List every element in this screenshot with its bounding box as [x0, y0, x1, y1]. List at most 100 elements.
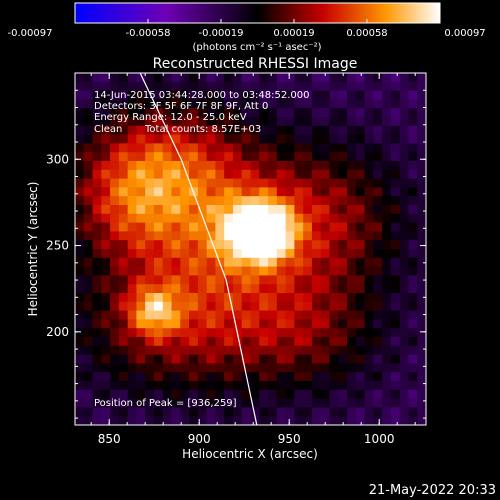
heatmap-cell	[373, 117, 383, 127]
heatmap-cell	[232, 372, 243, 382]
heatmap-cell	[92, 222, 102, 232]
heatmap-cell	[285, 231, 295, 241]
heatmap-cell	[127, 345, 138, 356]
heatmap-cell	[399, 143, 410, 153]
heatmap-cell	[276, 381, 287, 391]
heatmap-cell	[197, 213, 208, 224]
heatmap-cell	[83, 205, 94, 215]
heatmap-cell	[197, 389, 208, 400]
heatmap-cell	[171, 81, 181, 92]
heatmap-cell	[390, 125, 401, 136]
heatmap-cell	[250, 213, 260, 224]
heatmap-cell	[215, 337, 225, 347]
heatmap-cell	[162, 345, 173, 356]
heatmap-cell	[171, 152, 181, 162]
heatmap-cell	[136, 381, 146, 391]
heatmap-cell	[399, 249, 410, 259]
heatmap-cell	[92, 187, 102, 197]
heatmap-cell	[118, 222, 129, 232]
heatmap-cell	[75, 161, 85, 171]
heatmap-cell	[347, 337, 357, 347]
heatmap-cell	[92, 161, 102, 171]
heatmap-cell	[197, 407, 208, 417]
heatmap-cell	[303, 125, 313, 136]
heatmap-cell	[382, 301, 392, 312]
heatmap-cell	[241, 381, 252, 391]
heatmap-cell	[145, 73, 155, 83]
heatmap-cell	[303, 328, 313, 338]
heatmap-cell	[294, 117, 304, 127]
heatmap-cell	[417, 407, 426, 417]
heatmap-cell	[276, 161, 287, 171]
heatmap-cell	[162, 169, 173, 180]
heatmap-cell	[101, 363, 111, 373]
heatmap-cell	[83, 81, 94, 92]
heatmap-cell	[276, 99, 287, 109]
heatmap-cell	[311, 231, 322, 241]
heatmap-cell	[268, 354, 278, 364]
heatmap-cell	[83, 266, 94, 276]
heatmap-cell	[294, 125, 304, 136]
heatmap-cell	[118, 354, 129, 364]
heatmap-cell	[127, 205, 138, 215]
heatmap-cell	[338, 266, 348, 276]
heatmap-cell	[303, 205, 313, 215]
heatmap-cell	[320, 187, 331, 197]
heatmap-cell	[224, 125, 234, 136]
heatmap-cell	[180, 240, 190, 250]
heatmap-cell	[311, 99, 322, 109]
heatmap-cell	[92, 416, 102, 425]
heatmap-cell	[224, 293, 234, 303]
heatmap-cell	[162, 275, 173, 285]
heatmap-cell	[83, 134, 94, 144]
heatmap-cell	[408, 345, 418, 356]
heatmap-cell	[355, 310, 366, 320]
heatmap-cell	[75, 372, 85, 382]
heatmap-cell	[259, 161, 269, 171]
heatmap-cell	[92, 328, 102, 338]
heatmap-cell	[373, 416, 383, 425]
heatmap-cell	[285, 143, 295, 153]
heatmap-cell	[145, 152, 155, 162]
heatmap-cell	[189, 275, 199, 285]
heatmap-cell	[408, 275, 418, 285]
heatmap-cell	[127, 169, 138, 180]
heatmap-cell	[197, 284, 208, 294]
heatmap-cell	[241, 108, 252, 118]
heatmap-cell	[197, 337, 208, 347]
heatmap-cell	[83, 372, 94, 382]
heatmap-cell	[373, 231, 383, 241]
heatmap-cell	[408, 240, 418, 250]
colorbar-tick-label: 0.00019	[273, 28, 314, 39]
heatmap-cell	[162, 266, 173, 276]
heatmap-cell	[285, 196, 295, 206]
heatmap-cell	[338, 328, 348, 338]
heatmap-cell	[162, 381, 173, 391]
heatmap-cell	[136, 249, 146, 259]
heatmap-cell	[136, 398, 146, 408]
heatmap-cell	[408, 293, 418, 303]
heatmap-cell	[276, 108, 287, 118]
heatmap-cell	[338, 143, 348, 153]
heatmap-cell	[355, 231, 366, 241]
heatmap-cell	[390, 222, 401, 232]
heatmap-cell	[215, 240, 225, 250]
heatmap-cell	[224, 222, 234, 232]
heatmap-cell	[136, 337, 146, 347]
heatmap-cell	[268, 363, 278, 373]
heatmap-cell	[364, 319, 374, 329]
heatmap-cell	[268, 301, 278, 312]
heatmap-cell	[180, 231, 190, 241]
heatmap-cell	[259, 125, 269, 136]
heatmap-cell	[276, 354, 287, 364]
heatmap-cell	[364, 108, 374, 118]
heatmap-cell	[180, 187, 190, 197]
x-axis-label: Heliocentric X (arcsec)	[182, 447, 318, 461]
heatmap-cell	[197, 205, 208, 215]
heatmap-cell	[224, 178, 234, 188]
heatmap-cell	[118, 81, 129, 92]
heatmap-cell	[127, 90, 138, 100]
heatmap-cell	[347, 372, 357, 382]
heatmap-cell	[285, 372, 295, 382]
heatmap-cell	[180, 337, 190, 347]
